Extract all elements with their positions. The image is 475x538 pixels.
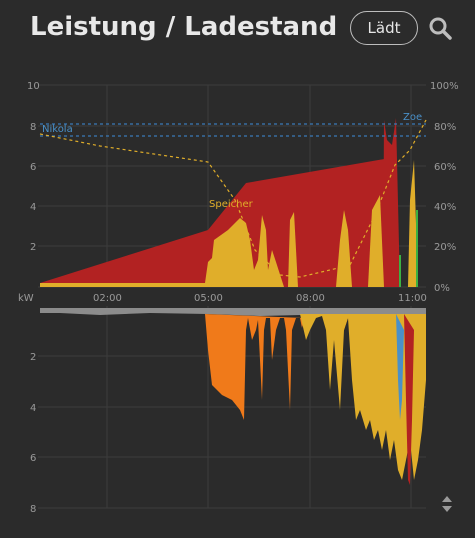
- page-title: Leistung / Ladestand: [30, 12, 338, 42]
- y2-tick-40: 40%: [434, 202, 456, 213]
- storage-discharge-area: [300, 314, 426, 480]
- lower-y-tick-4: 4: [30, 403, 36, 414]
- grid-import-area: [205, 314, 304, 420]
- storage-discharge-red: [404, 314, 414, 485]
- lower-y-tick-8: 8: [30, 504, 36, 515]
- nikola-label: Nikola: [42, 124, 73, 135]
- x-tick-1100: 11:00: [398, 293, 427, 304]
- y2-tick-0: 0%: [434, 283, 450, 294]
- lower-y-tick-6: 6: [30, 453, 36, 464]
- storage-area-2: [288, 212, 298, 287]
- y-tick-6: 6: [30, 162, 36, 173]
- charging-status-button[interactable]: Lädt: [350, 11, 418, 45]
- storage-area: [40, 215, 284, 287]
- y2-tick-80: 80%: [434, 122, 456, 133]
- storage-soc-line: [39, 119, 427, 278]
- y2-tick-60: 60%: [434, 162, 456, 173]
- storage-area-5: [408, 160, 418, 287]
- charging-area: [40, 158, 392, 287]
- sort-toggle-icon[interactable]: [440, 494, 454, 514]
- x-tick-0800: 08:00: [296, 293, 325, 304]
- y-tick-8: 8: [30, 122, 36, 133]
- y-tick-2: 2: [30, 242, 36, 253]
- search-icon[interactable]: [428, 16, 452, 40]
- storage-label: Speicher: [209, 199, 254, 210]
- zoe-label: Zoe: [403, 112, 422, 123]
- storage-discharge-blue: [396, 314, 404, 420]
- x-tick-0500: 05:00: [194, 293, 223, 304]
- y-tick-10: 10: [27, 81, 40, 92]
- y2-tick-100: 100%: [430, 81, 459, 92]
- y-unit-kw: kW: [18, 293, 34, 304]
- y-tick-4: 4: [30, 202, 36, 213]
- lower-y-tick-2: 2: [30, 352, 36, 363]
- charging-spikes: [383, 118, 400, 287]
- x-tick-0200: 02:00: [93, 293, 122, 304]
- storage-area-4: [368, 195, 384, 287]
- y2-tick-20: 20%: [434, 242, 456, 253]
